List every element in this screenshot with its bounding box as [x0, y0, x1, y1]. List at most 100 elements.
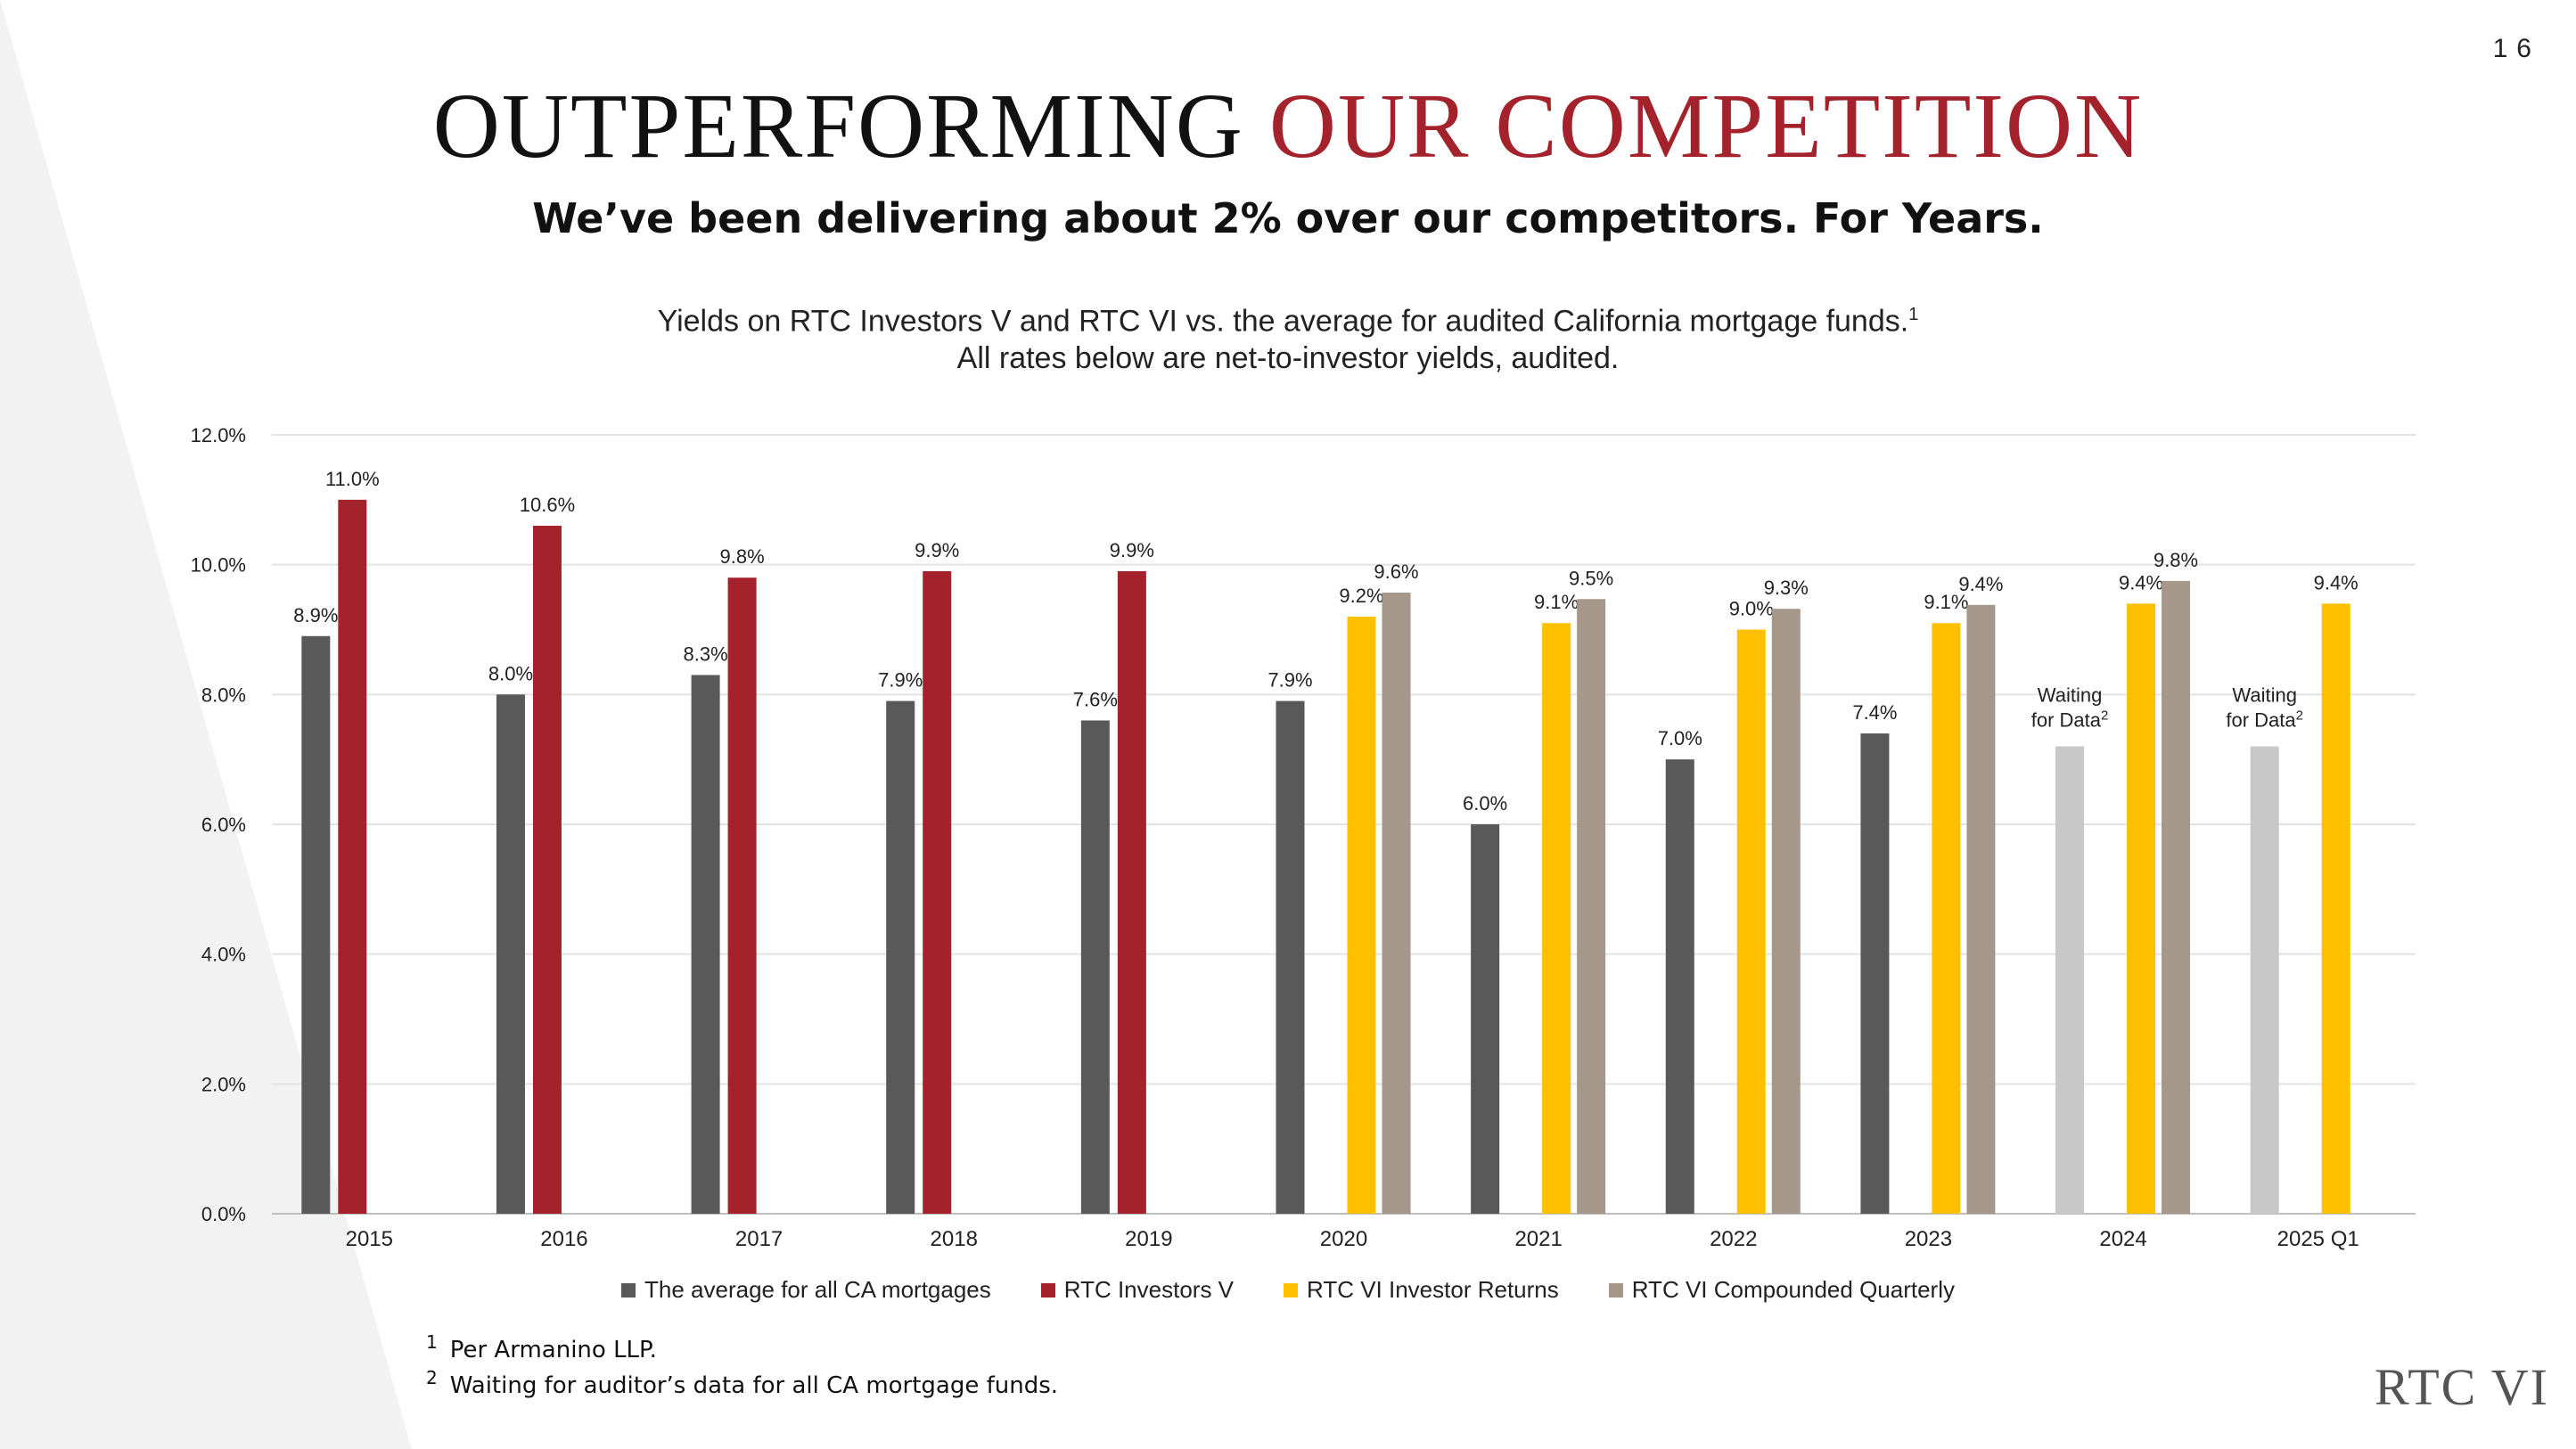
legend-label-rtc6: RTC VI Investor Returns [1307, 1276, 1559, 1303]
data-label: 9.2% [1339, 585, 1383, 607]
bar-rtc6 [1736, 629, 1766, 1214]
data-label: 7.9% [1267, 669, 1312, 692]
brand-logo: RTC VI [2375, 1358, 2549, 1416]
bar-rtc6 [2127, 603, 2156, 1214]
legend-label-rtc5: RTC Investors V [1063, 1276, 1235, 1303]
bar-waiting-placeholder [2055, 746, 2085, 1214]
x-tick-label: 2023 [1905, 1227, 1952, 1251]
placeholder-footnote-ref: 2 [2296, 708, 2303, 724]
data-label: 7.0% [1658, 727, 1702, 749]
legend-item-rtc6q: RTC VI Compounded Quarterly [1608, 1276, 1955, 1304]
bar-rtc5 [923, 570, 952, 1214]
data-label: 9.1% [1534, 591, 1579, 613]
bar-rtc6q [1382, 592, 1411, 1214]
bar-rtc6 [1542, 623, 1571, 1214]
placeholder-label: Waiting [2038, 684, 2103, 707]
title-part-2: OUR COMPETITION [1268, 75, 2144, 177]
data-label: 7.6% [1073, 688, 1118, 710]
legend-label-rtc6q: RTC VI Compounded Quarterly [1631, 1276, 1955, 1303]
page-subtitle: We’ve been delivering about 2% over our … [532, 194, 2044, 242]
bar-average [1276, 700, 1305, 1214]
footnote-2-number: 2 [426, 1367, 438, 1388]
bar-rtc6q [2162, 580, 2191, 1214]
bar-average [1080, 720, 1110, 1214]
data-label: 9.9% [915, 539, 959, 561]
page-number: 16 [2492, 34, 2540, 63]
bar-average [301, 635, 331, 1214]
bar-rtc6q [1771, 609, 1801, 1214]
x-tick-label: 2024 [2099, 1227, 2146, 1251]
bar-rtc5 [727, 577, 757, 1214]
y-tick-label: 6.0% [201, 814, 246, 836]
bar-average [1665, 759, 1694, 1214]
data-label: 9.0% [1729, 598, 1774, 620]
x-tick-label: 2022 [1710, 1227, 1757, 1251]
data-label: 9.4% [2119, 571, 2163, 594]
data-label: 9.8% [2154, 549, 2198, 571]
legend-item-rtc6: RTC VI Investor Returns [1284, 1276, 1559, 1304]
data-label: 11.0% [325, 468, 380, 490]
legend-swatch-average [621, 1282, 636, 1298]
bar-waiting-placeholder [2250, 746, 2279, 1214]
data-label: 7.9% [878, 669, 923, 692]
x-tick-label: 2025 Q1 [2277, 1227, 2359, 1251]
bar-average [1471, 824, 1500, 1214]
data-label: 10.6% [520, 494, 575, 516]
placeholder-label: for Data2 [2226, 708, 2303, 732]
legend-item-rtc5: RTC Investors V [1040, 1276, 1235, 1304]
footnote-1-text: Per Armanino LLP. [449, 1337, 657, 1363]
data-label: 9.8% [720, 545, 765, 568]
data-label: 9.4% [1958, 573, 2003, 595]
data-label: 9.4% [2314, 571, 2359, 594]
data-label: 9.9% [1110, 539, 1154, 561]
bar-rtc5 [1117, 570, 1146, 1214]
bar-rtc5 [338, 499, 367, 1214]
data-label: 9.6% [1374, 561, 1418, 583]
x-tick-label: 2020 [1320, 1227, 1367, 1251]
footnote-1-number: 1 [426, 1331, 438, 1353]
description-line-2: All rates below are net-to-investor yiel… [956, 341, 1620, 376]
legend-label-average: The average for all CA mortgages [644, 1276, 991, 1303]
description-footnote-ref: 1 [1908, 305, 1919, 324]
chart-legend: The average for all CA mortgages RTC Inv… [0, 1276, 2576, 1304]
x-tick-label: 2019 [1125, 1227, 1172, 1251]
description-line-1: Yields on RTC Investors V and RTC VI vs.… [657, 304, 1909, 339]
x-tick-label: 2017 [735, 1227, 783, 1251]
bar-rtc6q [1966, 604, 1996, 1214]
page-title: OUTPERFORMING OUR COMPETITION [0, 71, 2576, 183]
legend-swatch-rtc6q [1608, 1282, 1623, 1298]
legend-swatch-rtc6 [1284, 1282, 1299, 1298]
y-tick-label: 4.0% [201, 944, 246, 966]
placeholder-footnote-ref: 2 [2101, 708, 2108, 724]
x-tick-label: 2016 [540, 1227, 587, 1251]
data-label: 8.0% [488, 662, 533, 684]
chart-description: Yields on RTC Investors V and RTC VI vs.… [0, 296, 2576, 377]
bar-average [886, 700, 915, 1214]
placeholder-label: Waiting [2232, 684, 2297, 707]
bar-rtc6 [2321, 603, 2350, 1214]
data-label: 8.3% [684, 643, 728, 665]
footnote-1: 1 Per Armanino LLP. [426, 1331, 1058, 1363]
bar-rtc5 [532, 525, 562, 1214]
footnote-2: 2 Waiting for auditor’s data for all CA … [426, 1367, 1059, 1399]
title-part-1: OUTPERFORMING [432, 75, 1244, 177]
data-label: 8.9% [293, 604, 338, 626]
y-tick-label: 12.0% [191, 424, 246, 446]
x-tick-label: 2021 [1514, 1227, 1562, 1251]
bar-rtc6q [1577, 599, 1606, 1214]
footnote-2-text: Waiting for auditor’s data for all CA mo… [449, 1372, 1059, 1399]
bar-average [1860, 733, 1890, 1214]
legend-swatch-rtc5 [1040, 1282, 1055, 1298]
y-tick-label: 0.0% [201, 1203, 246, 1225]
x-tick-label: 2015 [346, 1227, 393, 1251]
data-label: 9.3% [1764, 577, 1809, 599]
y-tick-label: 2.0% [201, 1073, 246, 1095]
data-label: 7.4% [1852, 701, 1897, 724]
footnotes: 1 Per Armanino LLP. 2 Waiting for audito… [426, 1331, 1059, 1408]
bar-average [496, 694, 525, 1214]
legend-item-average: The average for all CA mortgages [621, 1276, 991, 1304]
bar-rtc6 [1932, 623, 1961, 1214]
placeholder-label: for Data2 [2031, 708, 2109, 732]
data-label: 9.5% [1569, 567, 1613, 589]
